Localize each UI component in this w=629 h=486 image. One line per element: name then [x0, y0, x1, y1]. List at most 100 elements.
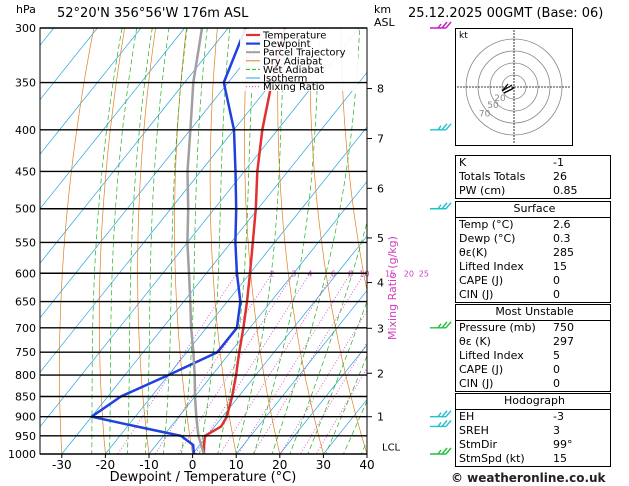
location-title: 52°20'N 356°56'W 176m ASL — [57, 6, 249, 21]
height-tick-label: 3 — [377, 322, 384, 335]
pressure-tick-label: 800 — [15, 369, 36, 382]
index-row-k: K -1 — [459, 156, 564, 169]
pressure-tick-label: 700 — [15, 322, 36, 335]
hodograph-ring-label: 50 — [487, 101, 499, 111]
isotherm-line — [104, 126, 367, 454]
x-tick-label: 0 — [189, 458, 197, 472]
pressure-tick-label: 900 — [15, 411, 36, 424]
pressure-tick-label: 350 — [15, 77, 36, 90]
wind-barb-icon — [430, 21, 452, 29]
wet-adiabat-line — [307, 300, 367, 454]
x-tick-label: 30 — [316, 458, 331, 472]
surface-row-temp: Temp (°C) 2.6 — [459, 218, 571, 231]
credit-link[interactable]: © weatheronline.co.uk — [451, 471, 606, 485]
isotherm-line — [40, 28, 142, 155]
isotherm-line — [40, 28, 229, 264]
pressure-unit-label: hPa — [16, 3, 36, 16]
mu-row-li: Lifted Index 5 — [459, 349, 560, 362]
wet-adiabat-line — [271, 28, 361, 454]
hodograph-trace — [503, 86, 515, 94]
hodograph-table: Hodograph EH -3 SREH 3 StmDir 99° StmSpd (k… — [455, 393, 611, 467]
isotherm-line — [40, 28, 316, 373]
surface-row-thetae: θε(K) 285 — [459, 246, 574, 259]
dry-adiabat-line — [244, 28, 281, 454]
surface-row-dewp: Dewp (°C) 0.3 — [459, 232, 571, 245]
index-row-pw: PW (cm) 0.85 — [459, 184, 578, 197]
hodograph-ring-label: 20 — [494, 94, 506, 104]
wet-adiabat-line — [325, 355, 367, 454]
mixing-ratio-line — [299, 341, 367, 454]
pressure-tick-label: 950 — [15, 430, 36, 443]
dry-adiabat-line — [59, 28, 95, 454]
height-tick-label: 4 — [377, 277, 384, 290]
mixing-ratio-line — [219, 273, 334, 454]
pressure-tick-label: 850 — [15, 390, 36, 403]
dry-adiabat-line — [340, 28, 367, 293]
x-tick-label: 40 — [359, 458, 374, 472]
pressure-tick-label: 450 — [15, 165, 36, 178]
pressure-tick-label: 500 — [15, 203, 36, 216]
x-tick-label: -10 — [139, 458, 159, 472]
height-tick-label: 7 — [377, 133, 384, 146]
hodo-row-sreh: SREH 3 — [459, 424, 560, 437]
legend-entry: Mixing Ratio — [263, 82, 325, 93]
wet-adiabat-line — [235, 28, 286, 454]
storm-motion-arrow-icon — [501, 83, 513, 92]
dry-adiabat-line — [372, 16, 461, 471]
dry-adiabat-line — [277, 28, 324, 454]
mu-row-cin: CIN (J) 0 — [459, 377, 560, 390]
wind-barb-icon — [430, 419, 452, 428]
mixing-ratio-line — [117, 273, 238, 454]
height-tick-label: 1 — [377, 411, 384, 424]
pressure-tick-label: 600 — [15, 267, 36, 280]
pressure-tick-label: 750 — [15, 346, 36, 359]
wet-adiabat-line — [199, 28, 231, 454]
mixing-ratio-label: 15 — [385, 269, 395, 278]
surface-table: Surface Temp (°C) 2.6 Dewp (°C) 0.3 θε(K) 2… — [455, 201, 611, 303]
mu-row-thetae: θε (K) 297 — [459, 335, 574, 348]
pressure-tick-label: 400 — [15, 124, 36, 137]
isotherm-line — [279, 344, 367, 454]
index-row-totals: Totals Totals 26 — [459, 170, 567, 183]
isotherm-line — [61, 71, 367, 454]
dry-adiabat-line — [209, 28, 237, 454]
x-tick-label: 10 — [229, 458, 244, 472]
wind-barb-icon — [430, 447, 452, 455]
x-tick-label: -20 — [96, 458, 116, 472]
legend-entry: Dry Adiabat — [263, 56, 322, 67]
dry-adiabat-line — [309, 28, 367, 454]
mixing-ratio-line — [279, 310, 367, 454]
surface-row-cin: CIN (J) 0 — [459, 288, 560, 301]
x-axis-label: Dewpoint / Temperature (°C) — [110, 470, 297, 485]
legend-entry: Wet Adiabat — [263, 65, 324, 76]
legend-entry: Isotherm — [263, 74, 307, 85]
height-tick-label: 2 — [377, 367, 384, 380]
wet-adiabat-line — [343, 400, 367, 454]
mixing-ratio-line — [177, 273, 295, 454]
wet-adiabat-line — [217, 28, 257, 454]
dry-adiabat-line — [616, 16, 629, 471]
mixing-ratio-label: 20 — [404, 269, 414, 278]
surface-row-cape: CAPE (J) 0 — [459, 274, 560, 287]
wind-barb-icon — [430, 410, 452, 418]
wet-adiabat-line — [126, 28, 153, 454]
datetime-title: 25.12.2025 00GMT (Base: 06) — [408, 6, 604, 21]
pressure-tick-label: 550 — [15, 236, 36, 249]
hodograph-table-title: Hodograph — [456, 394, 610, 410]
most-unstable-table: Most Unstable Pressure (mb) 750 θε (K) 297… — [455, 304, 611, 392]
mu-row-pressure: Pressure (mb) 750 — [459, 321, 574, 334]
series-line-parcel-trajectory — [186, 28, 206, 454]
wet-adiabat-line — [91, 28, 123, 454]
mixing-ratio-axis-label: Mixing Ratio (g/kg) — [386, 236, 399, 340]
mixing-ratio-line — [315, 367, 367, 454]
wet-adiabat-line — [253, 28, 321, 454]
lcl-label: LCL — [382, 442, 401, 453]
height-unit-label: km — [374, 3, 392, 16]
height-unit-sub-label: ASL — [374, 16, 395, 29]
hodo-row-eh: EH -3 — [459, 410, 564, 423]
surface-row-li: Lifted Index 15 — [459, 260, 567, 273]
legend-box — [240, 29, 358, 91]
isotherm-line — [235, 289, 367, 454]
